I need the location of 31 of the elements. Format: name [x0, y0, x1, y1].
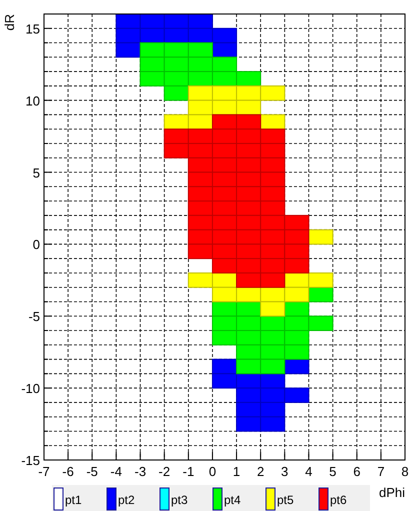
x-tick-label: -2 — [158, 464, 170, 479]
x-tick-label: 5 — [329, 464, 336, 479]
y-tick-label: -15 — [21, 453, 40, 468]
x-axis-title: dPhi — [378, 485, 406, 500]
x-tick-label: 8 — [401, 464, 409, 479]
x-tick-label: 4 — [305, 464, 312, 479]
legend-label: pt3 — [171, 493, 188, 507]
x-tick-label: -4 — [110, 464, 122, 479]
legend-label: pt6 — [330, 493, 348, 507]
legend-label: pt2 — [118, 493, 136, 507]
y-tick-label: 10 — [26, 93, 40, 108]
x-tick-label: -7 — [38, 464, 50, 479]
y-axis-title: dR — [2, 14, 17, 31]
x-tick-label: 6 — [353, 464, 360, 479]
legend-label: pt1 — [65, 493, 82, 507]
x-tick-label: 1 — [232, 464, 240, 479]
legend-label: pt4 — [224, 493, 242, 507]
x-tick-label: -5 — [86, 464, 98, 479]
y-tick-label: 15 — [26, 21, 40, 36]
y-tick-label: -5 — [28, 309, 40, 324]
x-tick-label: -1 — [182, 464, 194, 479]
y-tick-label: -10 — [21, 381, 40, 396]
x-tick-label: 7 — [377, 464, 385, 479]
legend-label: pt5 — [277, 493, 294, 507]
x-tick-label: 0 — [208, 464, 216, 479]
y-tick-label: 0 — [32, 237, 40, 252]
x-tick-label: -3 — [134, 464, 146, 479]
x-tick-label: 2 — [256, 464, 264, 479]
x-tick-label: 3 — [281, 464, 288, 479]
x-tick-label: -6 — [62, 464, 74, 479]
y-tick-label: 5 — [32, 165, 40, 180]
